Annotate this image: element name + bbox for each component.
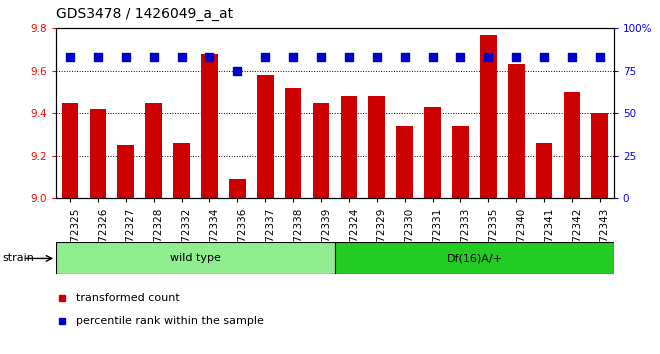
Point	[288, 55, 298, 60]
Point	[121, 55, 131, 60]
Point	[204, 55, 214, 60]
Bar	[117, 145, 134, 198]
Point	[455, 55, 466, 60]
Point	[539, 55, 549, 60]
Bar	[424, 107, 441, 198]
Point	[260, 55, 271, 60]
Point	[232, 68, 243, 74]
Text: strain: strain	[2, 253, 34, 263]
Bar	[313, 103, 329, 198]
Bar	[536, 143, 552, 198]
Bar	[173, 143, 190, 198]
Bar	[591, 113, 609, 198]
Bar	[564, 92, 580, 198]
Point	[567, 55, 578, 60]
Text: percentile rank within the sample: percentile rank within the sample	[76, 316, 263, 326]
Point	[511, 55, 521, 60]
Bar	[335, 242, 614, 274]
Point	[399, 55, 410, 60]
Bar	[480, 35, 497, 198]
Point	[344, 55, 354, 60]
Bar	[452, 126, 469, 198]
Text: transformed count: transformed count	[76, 293, 180, 303]
Point	[148, 55, 159, 60]
Bar	[508, 64, 525, 198]
Bar	[201, 54, 218, 198]
Point	[315, 55, 326, 60]
Bar	[145, 103, 162, 198]
Text: Df(16)A/+: Df(16)A/+	[446, 253, 502, 263]
Text: wild type: wild type	[170, 253, 221, 263]
Point	[92, 55, 103, 60]
Bar	[90, 109, 106, 198]
Bar	[56, 242, 335, 274]
Point	[176, 55, 187, 60]
Point	[427, 55, 438, 60]
Point	[483, 55, 494, 60]
Text: GDS3478 / 1426049_a_at: GDS3478 / 1426049_a_at	[56, 7, 233, 21]
Point	[595, 55, 605, 60]
Bar	[284, 88, 302, 198]
Bar	[396, 126, 413, 198]
Point	[372, 55, 382, 60]
Bar	[61, 103, 79, 198]
Bar	[229, 179, 246, 198]
Bar	[341, 96, 357, 198]
Bar	[257, 75, 274, 198]
Point	[65, 55, 75, 60]
Bar	[368, 96, 385, 198]
